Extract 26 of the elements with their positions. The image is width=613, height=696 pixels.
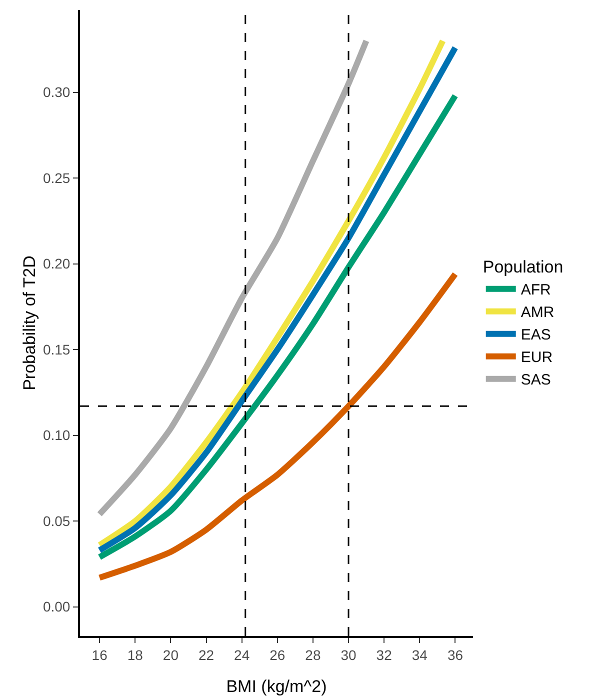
x-tick-label: 24 [234,646,250,663]
x-tick-label: 20 [162,646,179,663]
x-tick-label: 22 [198,646,214,663]
y-tick-label: 0.20 [42,256,70,272]
legend-label: EUR [520,349,553,366]
y-tick-label: 0.30 [42,84,70,100]
x-tick-label: 18 [127,646,144,663]
y-tick-label: 0.05 [42,512,70,529]
legend-label: EAS [520,326,551,344]
x-tick-label: 26 [270,646,286,663]
legend-label: AMR [520,304,554,322]
x-tick-label: 34 [412,646,428,663]
y-tick-label: 0.25 [42,170,70,186]
y-tick-label: 0.00 [42,598,70,615]
y-tick-label: 0.10 [42,427,70,444]
x-tick-label: 16 [92,646,108,663]
x-tick-label: 28 [305,646,321,663]
legend-label: SAS [520,372,551,389]
y-tick-label: 0.15 [42,341,70,358]
legend-title: Population [482,258,564,277]
y-axis-title: Probability of T2D [20,256,39,390]
x-tick-label: 36 [447,646,464,663]
legend-label: AFR [520,282,552,299]
x-tick-label: 30 [340,646,357,663]
x-axis-title: BMI (kg/m^2) [226,677,327,696]
x-tick-label: 32 [376,646,392,663]
